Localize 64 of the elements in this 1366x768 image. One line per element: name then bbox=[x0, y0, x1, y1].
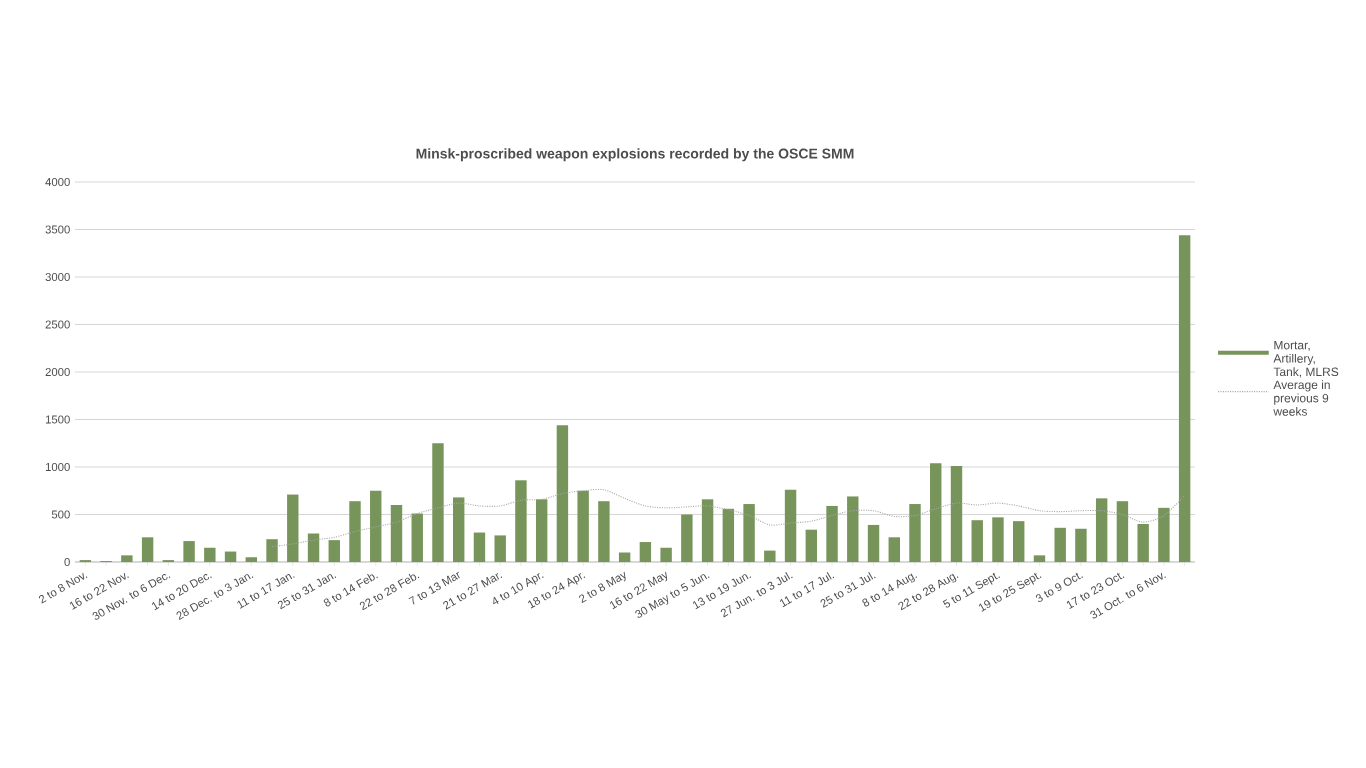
y-tick-label: 0 bbox=[64, 558, 70, 566]
y-tick-label: 3500 bbox=[45, 225, 70, 234]
y-tick-label: 2500 bbox=[45, 320, 70, 329]
bar bbox=[141, 537, 154, 562]
bar bbox=[618, 552, 631, 562]
y-tick-label: 4000 bbox=[45, 178, 70, 187]
bar bbox=[1178, 235, 1191, 562]
bar bbox=[245, 557, 258, 562]
bar bbox=[1054, 527, 1066, 562]
bar bbox=[1075, 528, 1087, 562]
bar bbox=[764, 550, 776, 562]
bar bbox=[701, 499, 714, 562]
bar bbox=[390, 505, 403, 562]
bar bbox=[743, 504, 755, 562]
bar bbox=[847, 496, 859, 562]
bar bbox=[453, 497, 465, 562]
bar bbox=[867, 524, 880, 562]
bar bbox=[370, 490, 382, 562]
bar bbox=[266, 539, 278, 562]
bar bbox=[494, 535, 506, 562]
bar bbox=[349, 501, 361, 562]
bar bbox=[950, 466, 963, 562]
bar bbox=[805, 529, 818, 562]
bar bbox=[784, 489, 797, 562]
bar bbox=[681, 514, 693, 562]
bar bbox=[121, 555, 133, 562]
bar bbox=[307, 533, 320, 562]
bar bbox=[930, 463, 942, 562]
bar bbox=[224, 551, 237, 562]
bar bbox=[432, 443, 444, 562]
bar bbox=[598, 501, 610, 562]
bar bbox=[556, 425, 569, 562]
bar bbox=[909, 504, 921, 562]
y-tick-label: 500 bbox=[51, 510, 70, 519]
bar bbox=[287, 494, 299, 562]
bar bbox=[1033, 555, 1046, 562]
y-tick-label: 1000 bbox=[45, 463, 70, 471]
bar bbox=[1158, 507, 1170, 562]
bar bbox=[992, 517, 1004, 562]
bar bbox=[204, 547, 216, 562]
bar bbox=[660, 547, 672, 562]
legend-label: Average in previous 9 weeks bbox=[1273, 380, 1330, 416]
bar bbox=[826, 505, 838, 562]
bar bbox=[515, 480, 527, 562]
bar bbox=[473, 532, 486, 562]
bar bbox=[577, 490, 589, 562]
bar bbox=[183, 541, 195, 562]
line-series bbox=[271, 489, 1186, 548]
bar bbox=[722, 508, 735, 562]
bar bbox=[1095, 498, 1108, 562]
bar bbox=[1137, 524, 1149, 562]
y-tick-label: 2000 bbox=[45, 368, 70, 376]
y-tick-label: 3000 bbox=[45, 273, 70, 282]
legend-label: Mortar, Artillery, Tank, MLRS bbox=[1273, 341, 1339, 378]
bar bbox=[1116, 501, 1129, 562]
bar bbox=[328, 540, 340, 562]
y-tick-label: 1500 bbox=[45, 415, 70, 424]
bar bbox=[411, 513, 423, 562]
chart-title: Minsk-proscribed weapon explosions recorded by the OSCE SMM bbox=[416, 148, 854, 162]
bar bbox=[1013, 521, 1025, 562]
bar bbox=[971, 520, 983, 562]
bar bbox=[535, 499, 548, 562]
bar bbox=[639, 542, 652, 562]
bar bbox=[888, 537, 900, 562]
